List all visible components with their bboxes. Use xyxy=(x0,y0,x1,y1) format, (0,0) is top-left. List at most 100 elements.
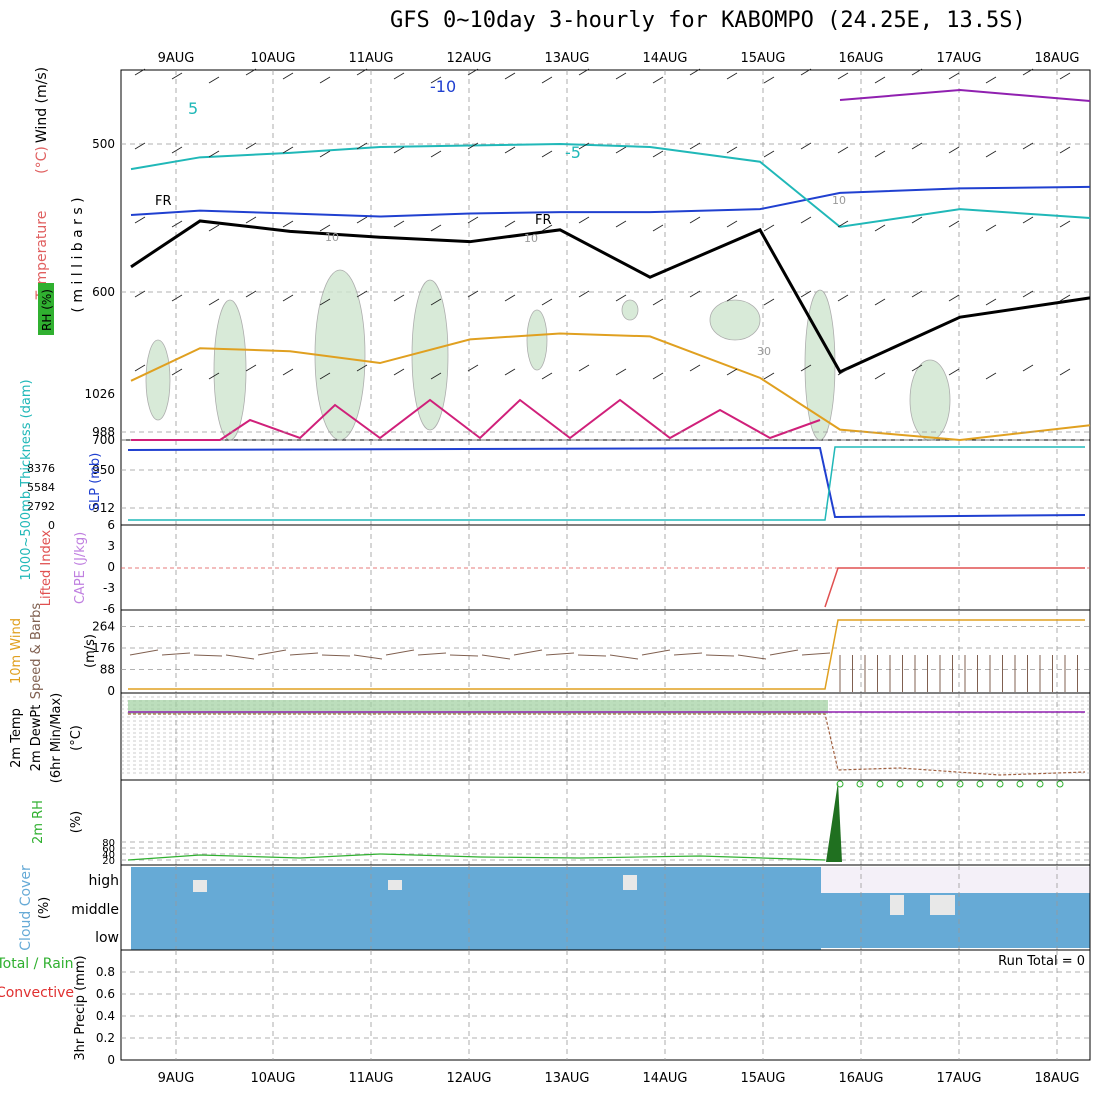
rh2m-marker xyxy=(1056,780,1064,788)
contour-label-30: 30 xyxy=(757,345,771,358)
wind-barb xyxy=(985,150,997,158)
wind-barb xyxy=(541,298,553,306)
ytick-thickness-5584: 5584 xyxy=(27,481,55,494)
wind-barb xyxy=(134,216,146,224)
line-lifted-index xyxy=(824,567,1085,608)
x-tick-top-10AUG: 10AUG xyxy=(250,51,295,66)
wind-barb xyxy=(282,220,294,228)
wind10m-barb xyxy=(353,654,383,660)
line-slp xyxy=(127,446,1086,519)
contour-label-5: 5 xyxy=(188,99,198,118)
ytick-rh2m-80: 80 xyxy=(102,838,115,849)
wind-barb xyxy=(430,372,442,380)
wind-barb xyxy=(245,68,257,76)
wind-barb xyxy=(134,68,146,76)
wind-barb xyxy=(874,76,886,84)
ytick-slp-988: 988 xyxy=(92,425,115,439)
rh-shade-6 xyxy=(709,299,761,341)
wind10m-barb xyxy=(193,654,223,657)
rh2m-marker xyxy=(956,780,964,788)
wind-barb xyxy=(1059,146,1071,154)
ytick-cape--6: -6 xyxy=(103,602,115,616)
wind-barb xyxy=(578,68,590,76)
wind10m-barb xyxy=(289,652,319,656)
line-wind-speed xyxy=(128,619,1085,690)
rh-shade-0 xyxy=(145,339,171,421)
rh2m-marker xyxy=(1016,780,1024,788)
wind-barb xyxy=(874,224,886,232)
rh-shade-3 xyxy=(411,279,449,431)
wind-barb xyxy=(726,72,738,80)
x-tick-bottom-13AUG: 13AUG xyxy=(544,1071,589,1086)
wind-barb xyxy=(171,146,183,154)
panel-frame-slp xyxy=(120,439,1091,526)
wind-barb xyxy=(800,364,812,372)
wind-barb xyxy=(319,76,331,84)
wind-barb xyxy=(504,368,516,376)
wind10m-barb xyxy=(321,654,351,657)
x-tick-bottom-15AUG: 15AUG xyxy=(740,1071,785,1086)
ytick-rh2m-60: 60 xyxy=(102,844,115,855)
ytick-wind-264: 264 xyxy=(92,620,115,634)
wind-barb xyxy=(282,294,294,302)
wind10m-barb xyxy=(801,652,831,656)
wind-barb xyxy=(652,298,664,306)
wind-barb xyxy=(948,220,960,228)
cloud-high-right xyxy=(821,867,1090,893)
cloud-level-middle: middle xyxy=(71,902,119,918)
line-30 xyxy=(130,332,1091,442)
rh2m-marker xyxy=(936,780,944,788)
wind-barb xyxy=(911,142,923,150)
wind-barb xyxy=(578,142,590,150)
x-tick-top-17AUG: 17AUG xyxy=(936,51,981,66)
line-dewpoint xyxy=(128,713,1086,776)
wind-barb xyxy=(319,298,331,306)
wind-barb xyxy=(874,372,886,380)
rh2m-marker xyxy=(876,780,884,788)
x-tick-top-12AUG: 12AUG xyxy=(446,51,491,66)
wind10m-barb xyxy=(673,652,703,656)
label-cloud-unit: (%) xyxy=(37,897,52,920)
label-temp2m-c: (6hr Min/Max) xyxy=(49,693,64,783)
wind-barb xyxy=(393,72,405,80)
temp2m-band xyxy=(128,700,828,714)
wind-barb xyxy=(726,294,738,302)
ytick-precip-0.8: 0.8 xyxy=(96,965,115,979)
wind-barb xyxy=(1059,220,1071,228)
wind-barb xyxy=(763,76,775,84)
x-tick-bottom-16AUG: 16AUG xyxy=(838,1071,883,1086)
wind-barb xyxy=(467,290,479,298)
cloud-gap-1 xyxy=(388,880,402,890)
wind-barb xyxy=(356,364,368,372)
wind10m-barb xyxy=(161,652,191,656)
line-magenta xyxy=(131,398,821,441)
wind-barb xyxy=(689,216,701,224)
label-wind10m-c: (m/s) xyxy=(83,634,98,668)
ytick-wind-176: 176 xyxy=(92,641,115,655)
wind-barb xyxy=(615,72,627,80)
x-tick-top-14AUG: 14AUG xyxy=(642,51,687,66)
wind10m-barb xyxy=(545,652,575,656)
wind-barb xyxy=(837,146,849,154)
cloud-fill-left xyxy=(131,867,821,950)
wind-barb xyxy=(763,372,775,380)
wind-barb xyxy=(356,216,368,224)
wind10m-barb xyxy=(129,649,159,656)
line-minus20 xyxy=(839,88,1091,102)
freezing-label-a: FR xyxy=(155,194,172,209)
wind-barb xyxy=(171,72,183,80)
wind-barb xyxy=(467,142,479,150)
wind10m-barb xyxy=(609,654,639,660)
run-total: Run Total = 0 xyxy=(998,954,1085,969)
wind-barb xyxy=(467,68,479,76)
wind-barb xyxy=(504,220,516,228)
line-rh2m xyxy=(127,853,826,861)
wind-barb xyxy=(800,142,812,150)
rh2m-spike xyxy=(826,782,842,862)
wind-barb xyxy=(504,72,516,80)
wind-barb xyxy=(578,290,590,298)
x-tick-top-16AUG: 16AUG xyxy=(838,51,883,66)
wind-barb xyxy=(800,290,812,298)
wind-barb xyxy=(615,220,627,228)
